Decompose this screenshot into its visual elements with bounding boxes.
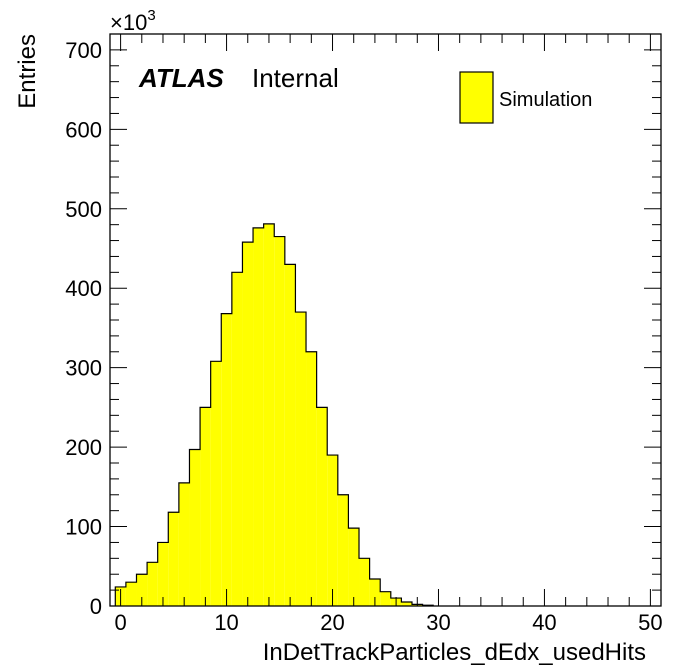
histogram-bin [327, 455, 338, 606]
histogram-bin [369, 578, 381, 606]
y-tick-label: 200 [65, 435, 102, 460]
histogram-bin [263, 223, 275, 606]
histogram-bin [200, 407, 211, 606]
y-axis-title: Entries [14, 34, 41, 109]
x-axis-title: InDetTrackParticles_dEdx_usedHits [263, 639, 646, 666]
y-multiplier-base: ×10 [110, 10, 147, 35]
histogram-bin [242, 242, 254, 606]
y-tick-labels: 0 100 200 300 400 500 600 700 [65, 38, 102, 619]
histogram-bin [380, 591, 391, 606]
histogram-bin [178, 482, 190, 606]
legend: Simulation [459, 71, 592, 124]
y-multiplier: ×103 [110, 7, 156, 35]
histogram-bars [115, 223, 434, 607]
legend-label-simulation: Simulation [499, 89, 592, 111]
histogram-bin [348, 528, 360, 606]
histogram-bin [295, 312, 307, 606]
x-tick-label: 50 [638, 610, 662, 635]
atlas-label: ATLAS [138, 63, 224, 93]
y-tick-label: 100 [65, 515, 102, 540]
axis-ticks [110, 33, 661, 607]
histogram-bin [221, 313, 232, 606]
histogram-outline [114, 223, 434, 606]
histogram-bin [316, 407, 328, 606]
histogram-bin [284, 264, 296, 606]
histogram-bin [359, 558, 370, 606]
y-multiplier-exponent: 3 [147, 7, 155, 24]
histogram-bin [306, 351, 317, 606]
histogram-bin [231, 272, 243, 606]
x-tick-label: 40 [532, 610, 556, 635]
histogram-bin [337, 494, 349, 606]
y-tick-label: 700 [65, 38, 102, 63]
histogram-bin [253, 227, 264, 606]
y-tick-label: 500 [65, 197, 102, 222]
x-tick-label: 10 [214, 610, 238, 635]
histogram-bin [157, 542, 169, 606]
x-tick-labels: 0 10 20 30 40 50 [114, 610, 662, 635]
x-tick-label: 20 [320, 610, 344, 635]
histogram-bin [210, 361, 222, 606]
histogram-bin [147, 562, 158, 606]
histogram-bin [168, 512, 179, 606]
histogram-bin [274, 236, 285, 607]
x-tick-label: 30 [426, 610, 450, 635]
legend-swatch-simulation [459, 71, 494, 124]
y-tick-label: 0 [90, 594, 102, 619]
y-tick-label: 300 [65, 356, 102, 381]
histogram-bin [125, 582, 137, 606]
atlas-internal-label: Internal [252, 63, 339, 93]
x-tick-label: 0 [114, 610, 126, 635]
y-tick-label: 600 [65, 117, 102, 142]
y-tick-label: 400 [65, 276, 102, 301]
histogram-bin [401, 602, 412, 606]
histogram-bin [136, 574, 148, 606]
histogram-bin [189, 449, 201, 606]
